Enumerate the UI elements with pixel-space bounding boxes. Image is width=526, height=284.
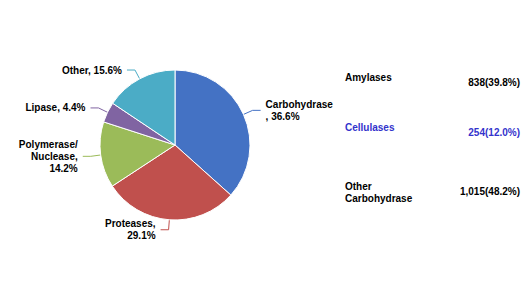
svg-text:, 36.6%: , 36.6% — [266, 111, 300, 122]
svg-text:Lipase, 4.4%: Lipase, 4.4% — [25, 102, 85, 113]
svg-text:Nuclease,: Nuclease, — [31, 151, 78, 162]
svg-text:Cellulases: Cellulases — [345, 122, 395, 133]
svg-text:Polymerase/: Polymerase/ — [19, 139, 78, 150]
svg-text:254(12.0%): 254(12.0%) — [468, 127, 520, 138]
svg-text:Proteases,: Proteases, — [105, 218, 156, 229]
svg-text:Carbohydrase: Carbohydrase — [266, 99, 334, 110]
svg-text:Other: Other — [345, 181, 372, 192]
svg-text:Carbohydrase: Carbohydrase — [345, 193, 413, 204]
svg-text:29.1%: 29.1% — [127, 230, 155, 241]
svg-text:14.2%: 14.2% — [49, 163, 77, 174]
svg-text:838(39.8%): 838(39.8%) — [468, 77, 520, 88]
svg-text:1,015(48.2%): 1,015(48.2%) — [460, 186, 520, 197]
svg-text:Amylases: Amylases — [345, 72, 392, 83]
svg-text:Other, 15.6%: Other, 15.6% — [62, 65, 122, 76]
